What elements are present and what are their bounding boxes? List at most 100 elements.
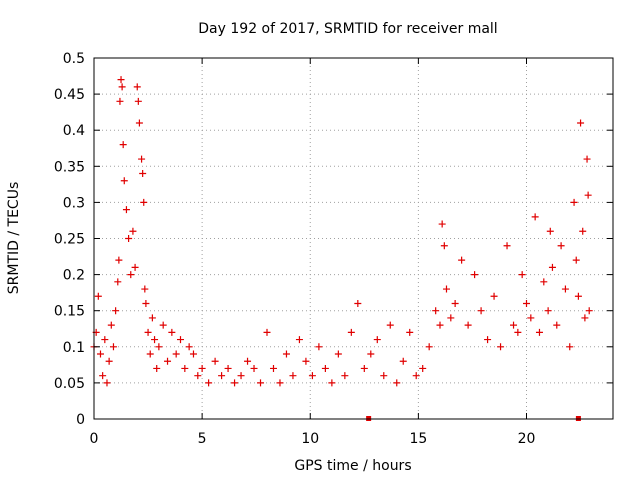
data-point — [334, 350, 342, 358]
data-point — [112, 307, 120, 315]
data-point — [503, 242, 511, 250]
data-point — [360, 364, 368, 372]
data-point — [231, 379, 239, 387]
data-point — [116, 97, 124, 105]
data-point — [122, 206, 130, 214]
y-tick-label: 0.35 — [54, 159, 85, 175]
data-point — [341, 372, 349, 380]
data-point — [399, 357, 407, 365]
y-tick-label: 0.25 — [54, 232, 85, 248]
data-point — [574, 292, 582, 300]
data-point — [276, 379, 284, 387]
data-point — [125, 235, 133, 242]
data-point — [133, 83, 141, 91]
data-point — [442, 285, 450, 293]
data-point — [118, 83, 126, 91]
data-point — [139, 170, 147, 178]
data-point — [510, 321, 518, 329]
data-point — [115, 256, 123, 264]
data-point — [205, 379, 213, 387]
data-point — [321, 364, 329, 372]
y-tick-label: 0.5 — [63, 51, 85, 67]
plot-frame — [93, 57, 614, 420]
data-point — [141, 285, 149, 293]
x-tick-label: 15 — [409, 431, 427, 447]
x-axis-label: GPS time / hours — [294, 458, 411, 474]
data-point — [380, 372, 388, 380]
data-point — [584, 191, 592, 199]
y-tick-label: 0.2 — [63, 268, 85, 284]
data-point — [406, 328, 414, 336]
x-tick-label: 0 — [90, 431, 99, 447]
data-point — [218, 372, 226, 380]
data-point — [577, 119, 585, 127]
data-point — [540, 278, 548, 286]
data-point — [436, 321, 444, 329]
data-point — [557, 242, 565, 250]
data-point — [117, 76, 125, 84]
data-point — [367, 350, 375, 358]
data-point — [177, 336, 184, 344]
data-point — [425, 343, 433, 351]
data-point — [99, 372, 107, 380]
data-point — [295, 336, 303, 344]
data-point — [181, 364, 189, 372]
data-point — [131, 263, 139, 271]
data-point — [146, 350, 154, 358]
data-point — [144, 328, 152, 336]
data-point — [548, 263, 556, 271]
data-point — [142, 299, 150, 307]
data-point — [269, 364, 277, 372]
data-point — [109, 343, 117, 351]
data-point — [447, 314, 455, 322]
data-point — [244, 357, 252, 365]
data-point — [194, 372, 202, 380]
data-point — [518, 271, 526, 279]
data-point — [561, 285, 569, 293]
data-point — [263, 328, 271, 336]
data-point — [347, 328, 355, 336]
data-point — [523, 299, 530, 307]
data-point — [237, 372, 245, 380]
grid — [94, 58, 613, 419]
data-point — [373, 336, 381, 344]
data-point — [484, 336, 492, 344]
data-point — [308, 372, 316, 380]
data-point — [393, 379, 401, 387]
data-point — [151, 336, 159, 344]
data-point — [581, 314, 589, 322]
data-point — [103, 379, 111, 387]
data-point — [198, 364, 206, 372]
data-point — [250, 364, 258, 372]
data-point — [544, 307, 552, 315]
data-point — [583, 155, 591, 163]
data-point — [120, 177, 128, 185]
data-point — [572, 256, 580, 264]
data-point — [477, 307, 485, 315]
data-point — [114, 278, 122, 286]
data-point — [127, 271, 135, 279]
y-tick-label: 0.4 — [63, 123, 85, 139]
data-point — [94, 292, 102, 300]
data-point — [302, 357, 310, 365]
data-point — [189, 350, 197, 358]
data-point — [579, 227, 587, 235]
y-tick-label: 0.05 — [54, 376, 85, 392]
data-point — [531, 213, 539, 221]
data-point — [107, 321, 115, 329]
y-axis-label: SRMTID / TECUs — [6, 182, 22, 295]
x-tick-label: 5 — [198, 431, 207, 447]
data-point — [138, 155, 146, 163]
data-point — [458, 256, 466, 264]
data-point — [354, 299, 362, 307]
data-point — [148, 314, 156, 322]
data-point — [490, 292, 498, 300]
data-point — [546, 227, 554, 235]
data-point — [282, 350, 290, 358]
data-point — [134, 97, 142, 105]
data-point — [419, 364, 427, 372]
data-point — [527, 314, 535, 322]
data-point — [315, 343, 323, 351]
data-point — [129, 227, 137, 235]
